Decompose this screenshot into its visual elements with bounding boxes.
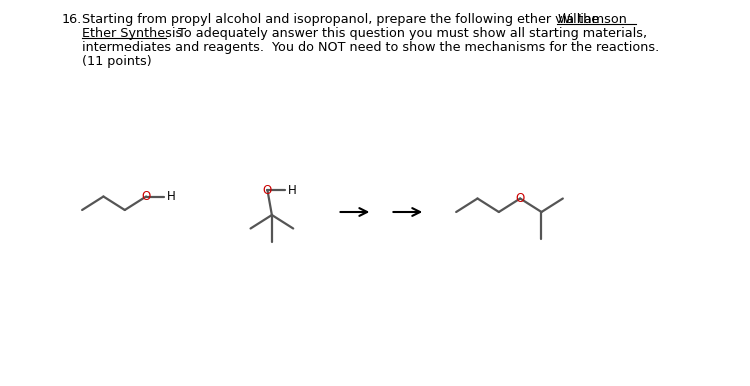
Text: Starting from propyl alcohol and isopropanol, prepare the following ether via th: Starting from propyl alcohol and isoprop…: [82, 13, 603, 26]
Text: intermediates and reagents.  You do NOT need to show the mechanisms for the reac: intermediates and reagents. You do NOT n…: [82, 41, 659, 54]
Text: 16.: 16.: [62, 13, 82, 26]
Text: H: H: [288, 184, 297, 196]
Text: H: H: [167, 190, 176, 203]
Text: .  To adequately answer this question you must show all starting materials,: . To adequately answer this question you…: [166, 27, 647, 40]
Text: Williamson: Williamson: [557, 13, 627, 26]
Text: (11 points): (11 points): [82, 55, 152, 68]
Text: O: O: [142, 190, 151, 203]
Text: Ether Synthesis: Ether Synthesis: [82, 27, 182, 40]
Text: O: O: [515, 192, 525, 205]
Text: O: O: [262, 184, 272, 196]
